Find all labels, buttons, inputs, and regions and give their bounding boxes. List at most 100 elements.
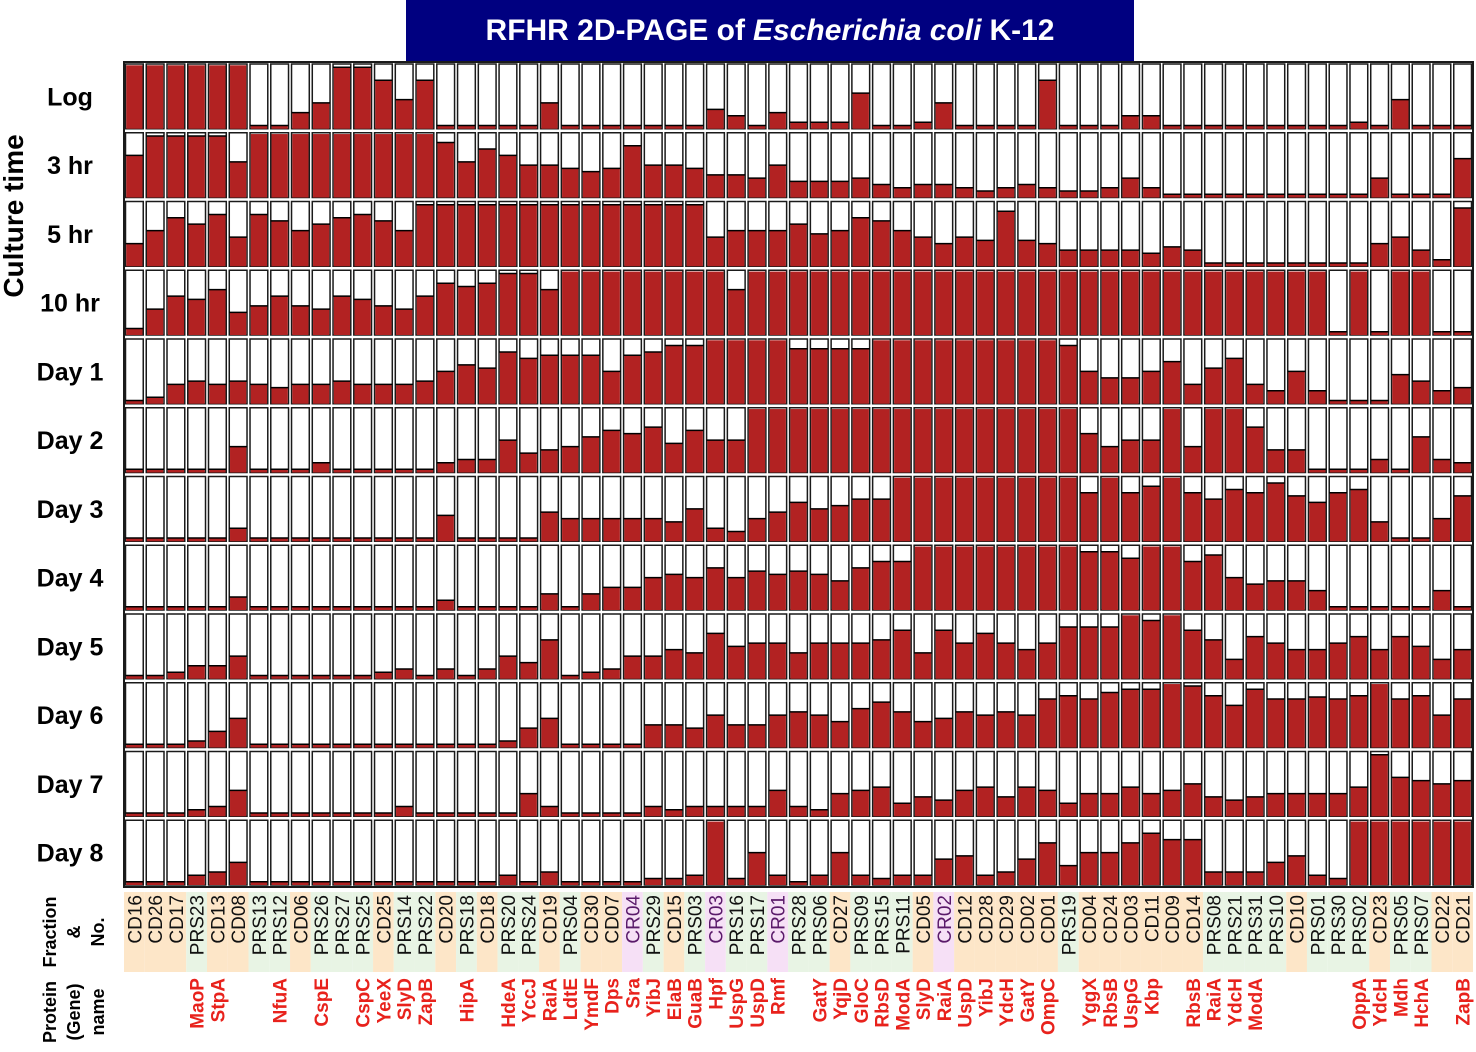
bar-fill <box>126 469 143 473</box>
protein-label: NfuA <box>271 978 292 1024</box>
fraction-label: PRS05 <box>1391 895 1412 955</box>
bar-fill <box>126 813 143 817</box>
bar-fill <box>250 744 268 748</box>
fraction-label: PRS12 <box>271 895 292 955</box>
fraction-bg-PRS26 <box>310 892 332 972</box>
fraction-bg-CD26 <box>144 892 166 972</box>
bar-fill <box>1350 636 1367 679</box>
bar-cell <box>622 750 643 817</box>
bar-fill <box>562 675 579 679</box>
bar-fill <box>852 271 869 335</box>
bar-fill <box>1350 271 1367 335</box>
protein-label: HipA <box>457 978 478 1023</box>
bar-fill <box>147 538 164 542</box>
bar-cell <box>1411 475 1431 542</box>
bar-fill <box>873 409 890 473</box>
bar-cell <box>332 819 352 886</box>
bar-fill <box>1080 191 1098 198</box>
protein-label: MaoP <box>188 978 209 1029</box>
bar-fill <box>1060 250 1077 267</box>
bar-fill <box>1060 125 1077 129</box>
bar-fill <box>790 881 807 885</box>
row-label: 5 hr <box>47 221 93 249</box>
bar-fill <box>499 538 517 542</box>
fraction-label: CD12 <box>956 895 977 944</box>
bar-fill <box>831 643 849 679</box>
bar-fill <box>624 656 641 679</box>
bar-cell <box>477 750 497 817</box>
bar-fill <box>707 340 724 404</box>
bar-fill <box>977 875 994 885</box>
bar-fill <box>499 125 517 129</box>
bar-cell <box>477 682 497 749</box>
bar-fill <box>416 80 434 129</box>
fraction-bg-PRS30 <box>1327 892 1349 972</box>
bar-fill <box>147 309 164 335</box>
bar-fill <box>997 546 1015 610</box>
bar-fill <box>396 134 413 198</box>
bar-cell <box>498 544 518 611</box>
fraction-bg-PRS27 <box>331 892 353 972</box>
bar-cell <box>290 819 311 886</box>
bar-fill <box>209 384 226 404</box>
bar-fill <box>1433 459 1450 473</box>
bar-fill <box>811 233 828 267</box>
bar-fill <box>1205 695 1222 748</box>
bar-cell <box>1328 200 1348 267</box>
bar-cell <box>975 63 995 130</box>
bar-cell <box>394 407 414 474</box>
bar-cell <box>187 475 207 542</box>
bar-fill <box>188 224 205 267</box>
row-label: Day 7 <box>37 771 104 799</box>
bar-fill <box>354 384 371 404</box>
bar-fill <box>1246 584 1264 610</box>
bar-fill <box>541 872 558 885</box>
bar-fill <box>541 639 558 679</box>
bar-fill <box>541 806 558 817</box>
fraction-bg-PRS05 <box>1389 892 1411 972</box>
fraction-bg-PRS23 <box>186 892 208 972</box>
bar-fill <box>997 711 1015 748</box>
bar-fill <box>1329 643 1347 679</box>
bar-fill <box>977 340 994 404</box>
bar-cell <box>436 63 456 130</box>
bar-fill <box>1122 787 1139 817</box>
bar-fill <box>1329 469 1347 473</box>
bar-cell <box>892 63 912 130</box>
bar-fill <box>728 115 745 129</box>
fraction-bg-CD10 <box>1286 892 1307 972</box>
bar-cell <box>353 682 373 749</box>
bar-fill <box>147 65 164 129</box>
bar-fill <box>230 381 247 404</box>
bar-fill <box>499 656 517 679</box>
bar-fill <box>1039 842 1056 885</box>
bar-fill <box>1205 409 1222 473</box>
bar-fill <box>1329 331 1347 335</box>
fraction-bg-PRS07 <box>1410 892 1432 972</box>
protein-label: ModA <box>893 978 914 1031</box>
bar-fill <box>1371 459 1388 473</box>
bar-fill <box>375 606 392 610</box>
bar-fill <box>396 99 413 129</box>
bar-fill <box>894 803 911 817</box>
bar-fill <box>1018 546 1035 610</box>
bar-cell <box>415 819 435 886</box>
bar-fill <box>1350 821 1367 885</box>
bar-cell <box>311 613 331 680</box>
bar-fill <box>541 289 558 335</box>
chart-title: RFHR 2D-PAGE of Escherichia coli K-12 <box>406 0 1134 62</box>
bar-fill <box>271 538 288 542</box>
bar-fill <box>997 477 1015 542</box>
bar-fill <box>250 134 268 198</box>
bar-fill <box>728 646 745 679</box>
bar-fill <box>188 381 205 404</box>
bar-cell <box>415 682 435 749</box>
bar-fill <box>479 204 496 267</box>
bar-fill <box>479 148 496 198</box>
bar-fill <box>126 675 143 679</box>
bar-fill <box>1226 659 1243 679</box>
bar-cell <box>664 819 684 886</box>
bar-fill <box>1101 271 1118 335</box>
fraction-heading: No. <box>88 918 108 947</box>
protein-label: Kbp <box>1142 978 1163 1015</box>
